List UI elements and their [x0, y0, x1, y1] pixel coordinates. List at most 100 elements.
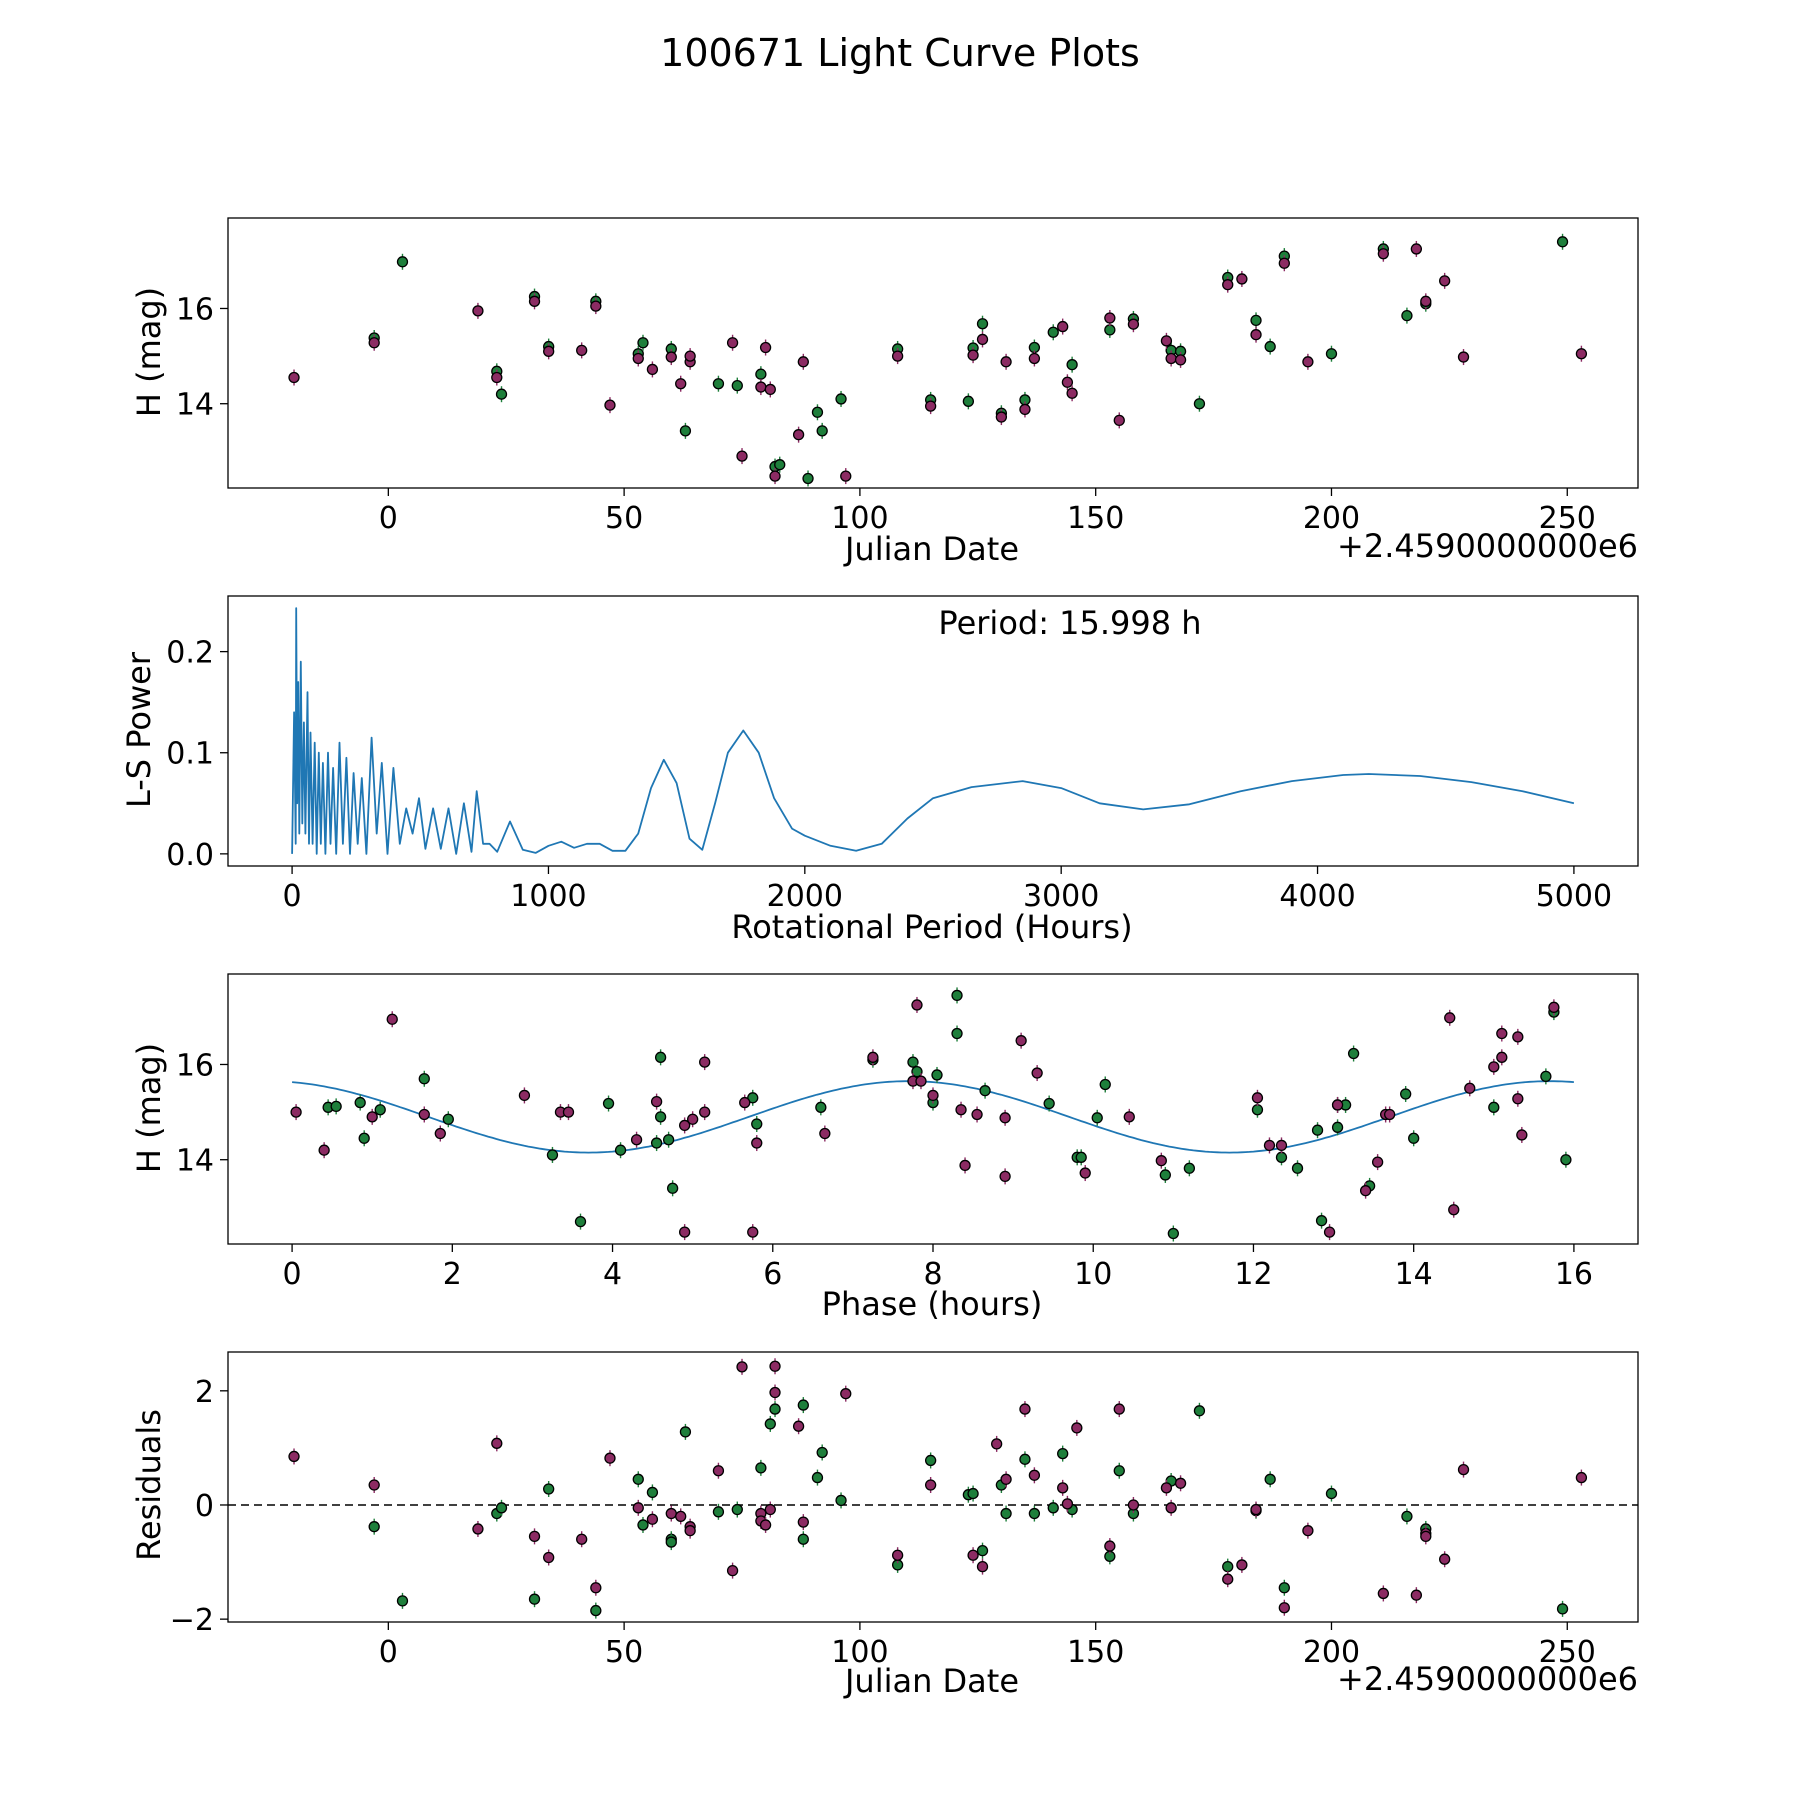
periodogram-series-line	[291, 607, 1575, 855]
light-curve-axes: 0 50 100 150 200 250 14 16	[176, 217, 1639, 536]
data-point	[1160, 335, 1173, 347]
data-point	[543, 1483, 555, 1495]
y-tick-label: 14	[176, 1144, 214, 1179]
data-point	[354, 1096, 366, 1109]
data-point	[816, 425, 828, 437]
data-point	[759, 1519, 772, 1531]
data-point	[1113, 1403, 1125, 1415]
x-tick-label: 0	[379, 1635, 398, 1670]
data-point	[1127, 318, 1140, 330]
data-point	[1104, 312, 1116, 324]
data-point	[418, 1073, 430, 1085]
periodogram-xlabel: Rotational Period (Hours)	[731, 908, 1132, 946]
y-tick-label: 0.2	[166, 636, 214, 671]
data-point	[769, 470, 781, 482]
data-point	[726, 1564, 739, 1577]
data-point	[1560, 1154, 1572, 1166]
data-point	[699, 1056, 711, 1068]
data-point	[650, 1095, 663, 1108]
data-point	[1000, 356, 1012, 368]
data-point	[662, 1134, 675, 1146]
light-curve-points	[288, 233, 1588, 487]
data-point	[590, 300, 602, 312]
data-point	[995, 411, 1008, 423]
data-point	[1091, 1112, 1103, 1124]
data-point	[1331, 1099, 1344, 1111]
y-tick-label: −2	[170, 1603, 214, 1638]
data-point	[574, 1215, 587, 1228]
data-point	[1371, 1156, 1384, 1168]
light-curve-xlabel: Julian Date	[843, 530, 1019, 568]
x-tick-label: 16	[1555, 1257, 1593, 1292]
data-point	[1311, 1124, 1324, 1136]
data-point	[546, 1149, 559, 1161]
data-point	[1000, 1473, 1012, 1485]
y-tick-label: 2	[195, 1375, 214, 1410]
data-point	[604, 399, 616, 411]
data-point	[543, 1551, 555, 1564]
data-point	[891, 1549, 904, 1561]
x-tick-label: 50	[605, 501, 643, 536]
data-point	[666, 1182, 679, 1194]
data-point	[962, 395, 975, 407]
data-point	[979, 1085, 991, 1097]
data-point	[1066, 359, 1078, 371]
data-point	[1464, 1082, 1476, 1094]
data-point	[1496, 1051, 1508, 1063]
data-point	[967, 349, 979, 361]
data-point	[472, 1523, 484, 1535]
data-point	[543, 345, 555, 357]
data-point	[637, 337, 649, 349]
data-point	[1222, 1573, 1234, 1585]
data-point	[1174, 354, 1187, 366]
data-point	[418, 1108, 430, 1121]
data-point	[1444, 1012, 1456, 1024]
data-point	[518, 1089, 531, 1102]
data-point	[792, 429, 805, 441]
data-point	[1159, 1169, 1171, 1181]
data-point	[1400, 1088, 1412, 1100]
data-point	[797, 356, 809, 368]
data-point	[811, 406, 824, 418]
data-point	[736, 1361, 748, 1373]
residuals-offset-label: +2.4590000000e6	[1337, 1660, 1638, 1698]
data-point	[576, 1533, 588, 1545]
data-point	[630, 1134, 643, 1146]
x-tick-label: 4000	[1279, 879, 1355, 914]
data-point	[1000, 1507, 1012, 1520]
data-point	[434, 1127, 446, 1140]
data-point	[1028, 1507, 1041, 1520]
data-point	[604, 1452, 616, 1464]
data-point	[955, 1104, 967, 1116]
residual-axes: 0 50 100 150 200 250 −2 0 2	[170, 1351, 1639, 1670]
data-point	[769, 1360, 781, 1372]
data-point	[1263, 1139, 1276, 1152]
y-tick-label: 0.1	[166, 737, 214, 772]
data-point	[679, 1426, 692, 1438]
data-point	[491, 1437, 503, 1449]
data-point	[1575, 1471, 1588, 1484]
data-point	[731, 1503, 743, 1516]
y-tick-label: 16	[176, 292, 214, 327]
data-point	[590, 1604, 602, 1617]
data-point	[976, 318, 989, 330]
data-point	[1331, 1121, 1344, 1133]
data-point	[1251, 1104, 1264, 1116]
data-point	[1104, 324, 1116, 336]
data-point	[739, 1096, 751, 1109]
data-point	[951, 1027, 963, 1040]
data-point	[684, 1525, 696, 1537]
data-point	[891, 350, 904, 362]
data-point	[1420, 295, 1432, 307]
data-point	[1057, 1447, 1069, 1460]
data-point	[1315, 1215, 1328, 1227]
data-point	[368, 337, 380, 349]
data-point	[1019, 1453, 1031, 1465]
data-point	[684, 350, 696, 362]
data-point	[472, 305, 484, 317]
data-point	[769, 1386, 781, 1399]
data-point	[1439, 275, 1451, 287]
data-point	[665, 351, 677, 363]
data-point	[1236, 273, 1248, 285]
data-point	[1165, 352, 1177, 365]
